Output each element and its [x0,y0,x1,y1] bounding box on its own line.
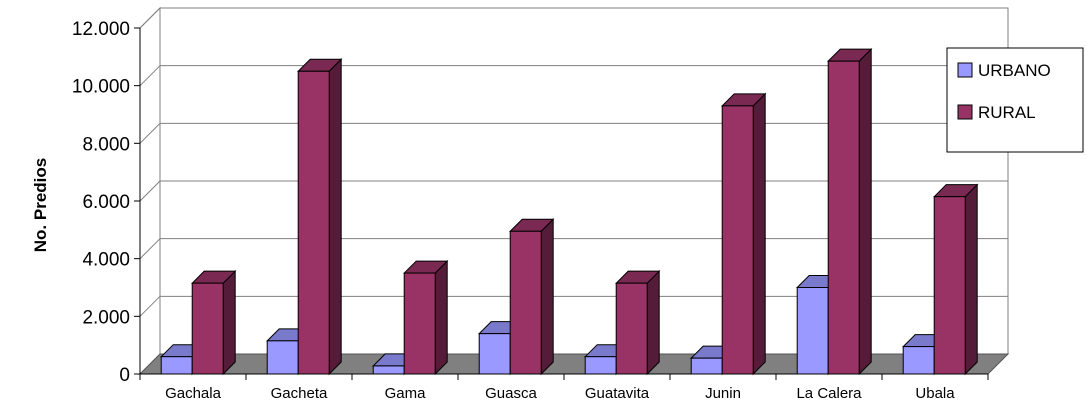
x-tick-label: Gama [385,385,427,402]
y-tick-label: 10.000 [72,77,130,98]
bar [297,70,330,375]
bars [159,47,979,376]
bar-side [752,92,766,376]
legend-swatch-urbano [957,62,973,78]
bar [933,196,966,375]
y-axis: 0 2.000 4.000 6.000 8.000 10.000 12.000 [72,19,141,386]
bar [191,282,224,375]
bar [584,356,617,375]
bar-rural-ubala [932,183,979,376]
legend: URBANO RURAL [946,47,1084,153]
bar [266,340,299,375]
legend-swatch-rural [957,104,973,120]
gridline-side [139,7,161,29]
bar-side [328,58,342,376]
gridline-side [139,295,161,317]
bar [827,60,860,375]
bar-rural-guatavita [614,269,661,376]
x-tick-label: Guatavita [585,385,650,402]
bar-side [646,269,660,376]
bar-side [434,259,448,376]
bar-rural-gachala [190,269,237,376]
bar-side [858,47,872,376]
bar [509,230,542,375]
bar-rural-la-calera [826,47,873,376]
x-tick-label: La Calera [796,385,862,402]
x-tick-label: Gacheta [271,385,328,402]
bar-rural-guasca [508,218,555,376]
legend-label-urbano: URBANO [978,61,1051,80]
bar [690,357,723,375]
bar [478,333,511,375]
y-tick-label: 0 [119,365,130,386]
bar [796,287,829,375]
bar-side [540,218,554,376]
bar [721,105,754,375]
y-axis-title: No. Predios [31,158,50,252]
bar [160,356,193,375]
y-tick-label: 2.000 [82,307,130,328]
x-tick-label: Guasca [485,385,537,402]
bar [403,272,436,375]
bar-rural-junin [720,92,767,376]
gridline-side [139,122,161,144]
y-tick-label: 12.000 [72,19,130,40]
gridline-side [139,238,161,260]
x-tick-label: Gachala [165,385,222,402]
bar-side [964,183,978,376]
bar-side [222,269,236,376]
y-tick-label: 6.000 [82,192,130,213]
y-tick-label: 4.000 [82,250,130,271]
gridline-side [139,180,161,202]
bar-rural-gacheta [296,58,343,376]
legend-label-rural: RURAL [978,103,1036,122]
y-tick-label: 8.000 [82,134,130,155]
x-tick-label: Ubala [915,385,955,402]
bar [615,282,648,375]
chart-walls [139,6,1009,376]
bar [902,346,935,375]
bar [372,365,405,375]
x-axis: Gachala Gacheta Gama Guasca Guatavita Junin La… [139,373,989,402]
bar-rural-gama [402,259,449,376]
x-tick-label: Junin [705,385,741,402]
gridline-side [139,65,161,87]
